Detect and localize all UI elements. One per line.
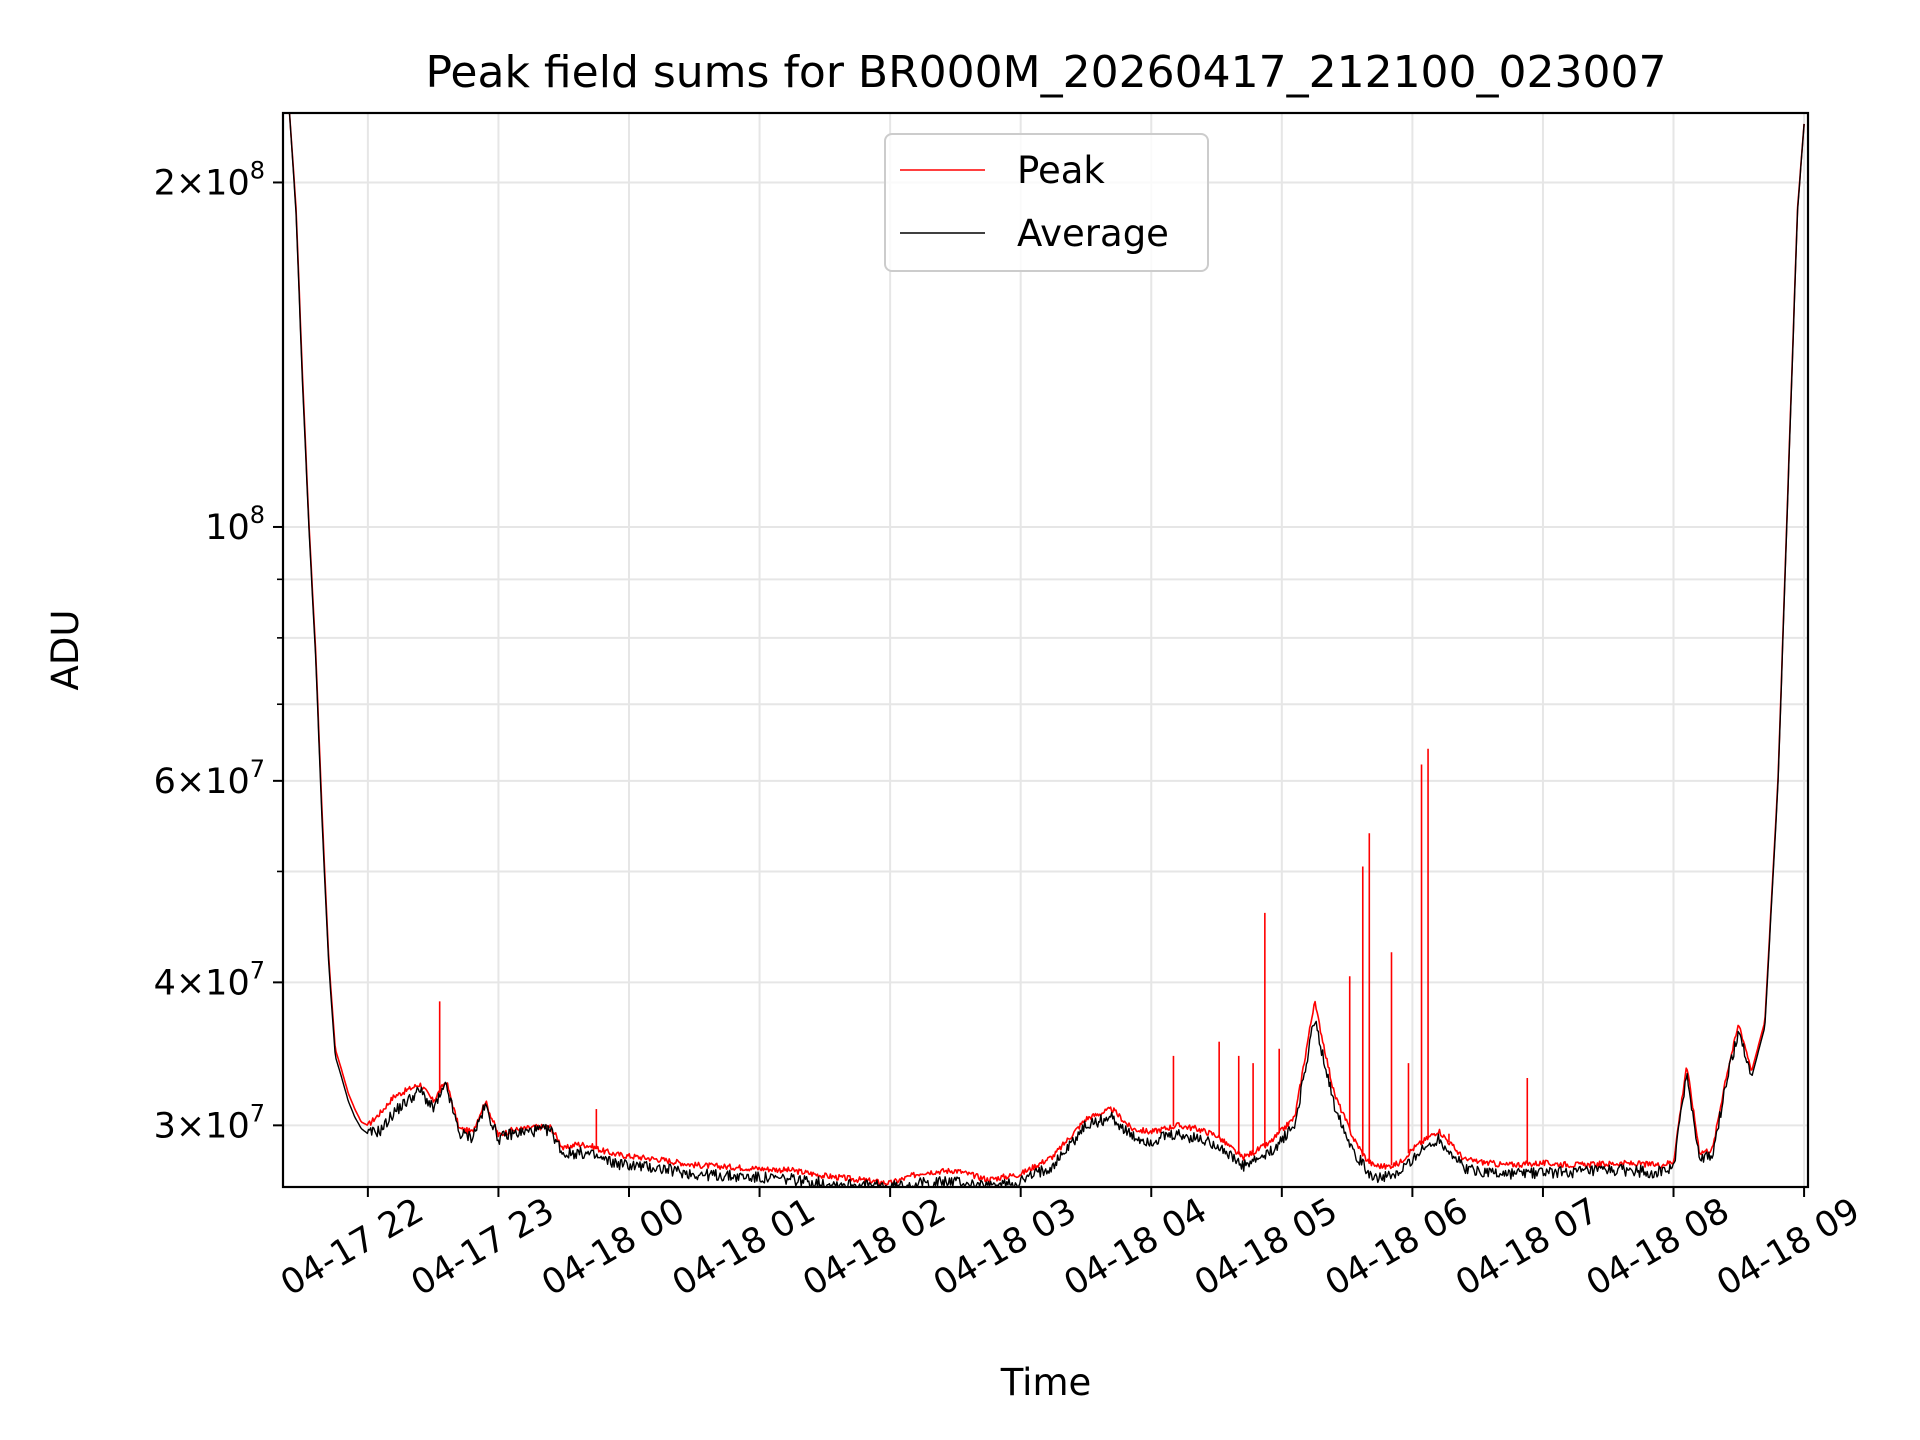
legend: Peak Average <box>884 133 1209 272</box>
y-tick-label: 3×107 <box>154 1099 265 1146</box>
y-tick-label: 108 <box>205 501 265 548</box>
legend-label-peak: Peak <box>1017 149 1105 192</box>
legend-box <box>884 133 1209 272</box>
grid-lines <box>283 113 1808 1187</box>
y-tick-label: 6×107 <box>154 755 265 802</box>
series-layer <box>288 112 1805 1188</box>
x-axis-label: Time <box>1000 1361 1092 1404</box>
y-tick-label: 2×108 <box>154 156 265 203</box>
y-axis-label: ADU <box>44 610 87 691</box>
y-tick-label: 4×107 <box>154 956 265 1003</box>
chart-title: Peak field sums for BR000M_20260417_2121… <box>425 47 1666 98</box>
series-line-average <box>288 112 1805 1188</box>
plot-frame <box>281 111 1810 1189</box>
legend-label-average: Average <box>1017 212 1169 255</box>
